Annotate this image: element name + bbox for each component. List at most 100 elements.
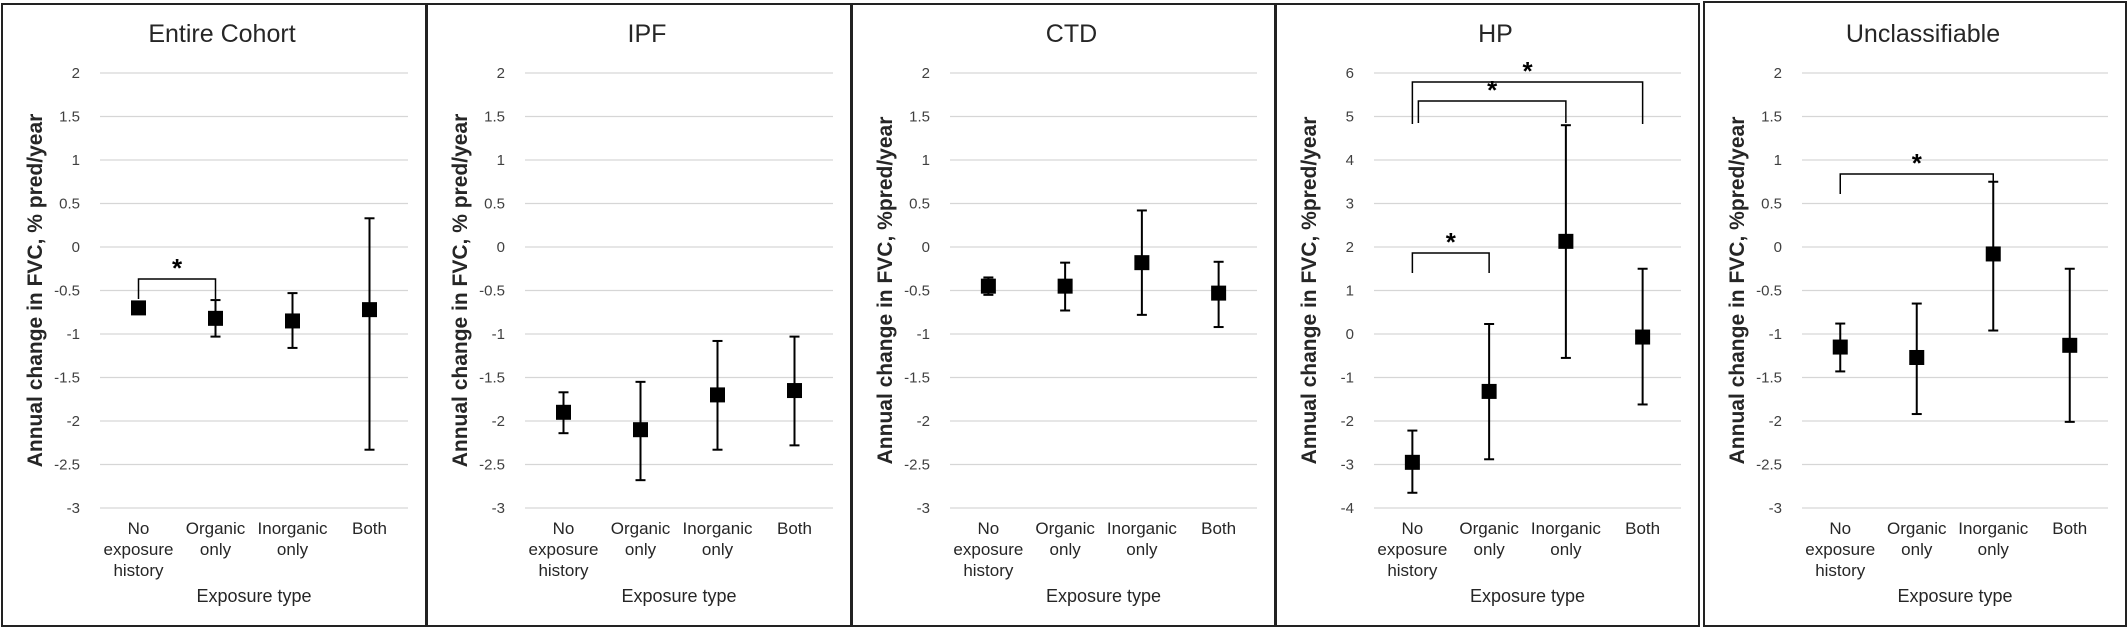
x-category-label-line: Organic: [1035, 519, 1095, 538]
significance-bracket: [137, 278, 217, 299]
y-axis-title: Annual change in FVC, % pred/year: [24, 114, 47, 468]
significance-bracket: [1417, 100, 1567, 123]
y-tick-label: 1.5: [59, 109, 80, 126]
data-point: [1985, 246, 2001, 262]
x-axis-title: Exposure type: [1897, 586, 2012, 606]
x-category-label-line: exposure: [953, 540, 1023, 559]
x-category-label-line: Both: [2052, 519, 2087, 538]
x-category-label-line: only: [1978, 540, 2010, 559]
y-tick-label: 1.5: [909, 109, 930, 126]
x-category-label-line: history: [1815, 561, 1866, 580]
y-tick-label: -3: [1341, 457, 1354, 474]
x-category-label: Both: [2052, 519, 2087, 538]
y-tick-label: 0.5: [1761, 196, 1782, 213]
y-tick-label: 2: [72, 65, 80, 82]
x-category-label-line: only: [625, 540, 657, 559]
y-tick-label: 0: [1774, 239, 1782, 256]
x-category-label: Organic only: [1887, 519, 1947, 559]
chart-panel-4: HP 6 5 4 3 2 1 0 -1 -2 -3 -4 Annual change in FVC, %…: [1275, 3, 1700, 627]
panel-frame: [1275, 3, 1700, 627]
data-point: [710, 387, 725, 403]
y-tick-label: -1.5: [904, 370, 930, 387]
y-tick-label: 5: [1346, 109, 1354, 126]
y-tick-label: -0.5: [1756, 283, 1782, 300]
y-tick-label: -0.5: [904, 283, 930, 300]
x-category-label-line: only: [702, 540, 734, 559]
panel-title: Entire Cohort: [148, 20, 295, 48]
x-category-label: Inorganic only: [258, 519, 328, 559]
y-tick-label: 0.5: [909, 196, 930, 213]
x-category-label: Organic only: [1035, 519, 1095, 559]
x-category-label-line: exposure: [529, 540, 599, 559]
x-category-label-line: Inorganic: [1958, 519, 2028, 538]
y-tick-label: -4: [1341, 500, 1354, 517]
y-tick-label: -3: [67, 500, 80, 517]
significance-star: *: [1522, 56, 1533, 86]
y-axis-title: Annual change in FVC, % pred/year: [449, 114, 472, 468]
panel-title: Unclassifiable: [1846, 20, 2000, 48]
x-category-label-line: No: [128, 519, 150, 538]
y-tick-label: 0: [497, 239, 505, 256]
x-category-label-line: only: [1050, 540, 1082, 559]
y-tick-label: 1: [1774, 152, 1782, 169]
y-tick-label: -3: [492, 500, 505, 517]
data-point: [1635, 329, 1651, 345]
y-tick-label: 2: [497, 65, 505, 82]
x-axis-title: Exposure type: [621, 586, 736, 606]
y-tick-label: -1: [67, 326, 80, 343]
x-category-label-line: Inorganic: [258, 519, 328, 538]
x-category-label: Organic only: [1459, 519, 1519, 559]
x-category-label-line: No: [1402, 519, 1424, 538]
data-point: [633, 422, 648, 438]
x-category-label: Organic only: [611, 519, 671, 559]
y-tick-label: -1: [492, 326, 505, 343]
y-tick-label: 1: [72, 152, 80, 169]
y-tick-label: 1.5: [484, 109, 505, 126]
y-tick-label: 1.5: [1761, 109, 1782, 126]
y-tick-label: 2: [922, 65, 930, 82]
y-axis-title: Annual change in FVC, %pred/year: [1298, 117, 1321, 465]
y-tick-label: 2: [1774, 65, 1782, 82]
y-tick-label: -1.5: [479, 370, 505, 387]
x-category-label-line: Organic: [186, 519, 246, 538]
data-point: [362, 302, 377, 318]
data-point: [1404, 454, 1420, 470]
panel-title: IPF: [628, 20, 667, 48]
data-point: [980, 278, 996, 294]
data-point: [2062, 337, 2078, 353]
x-category-label: Inorganic only: [1531, 519, 1601, 559]
y-tick-label: -2: [67, 413, 80, 430]
data-point: [556, 404, 571, 420]
significance-star: *: [1912, 148, 1923, 178]
chart-panel-1: Entire Cohort 2 1.5 1 0.5 0 -0.5 -1 -1.5 -2 -2.5 -3…: [1, 3, 427, 627]
y-tick-label: -0.5: [54, 283, 80, 300]
data-point: [1481, 383, 1497, 399]
significance-bracket: [1411, 81, 1644, 124]
y-tick-label: 1: [922, 152, 930, 169]
y-tick-label: 0: [1346, 326, 1354, 343]
significance-star: *: [1487, 75, 1498, 105]
y-tick-label: -3: [1769, 500, 1782, 517]
significance-star: *: [172, 253, 183, 283]
x-category-label-line: Both: [1201, 519, 1236, 538]
x-axis-title: Exposure type: [1046, 586, 1161, 606]
x-category-label: Both: [1625, 519, 1660, 538]
x-category-label-line: only: [200, 540, 232, 559]
y-tick-label: 1: [1346, 283, 1354, 300]
x-category-label-line: history: [113, 561, 164, 580]
x-category-label-line: history: [963, 561, 1014, 580]
data-point: [1057, 278, 1073, 294]
y-tick-label: -2: [1769, 413, 1782, 430]
panel-title: HP: [1478, 20, 1513, 48]
y-tick-label: 4: [1346, 152, 1354, 169]
x-category-label-line: history: [1387, 561, 1438, 580]
y-tick-label: 0.5: [59, 196, 80, 213]
x-category-label-line: No: [553, 519, 575, 538]
y-tick-label: -2: [492, 413, 505, 430]
y-tick-label: -3: [917, 500, 930, 517]
data-point: [285, 313, 300, 329]
y-tick-label: -2.5: [1756, 457, 1782, 474]
panel-frame: [1703, 1, 2127, 627]
data-point: [1832, 339, 1848, 355]
data-point: [208, 310, 223, 326]
